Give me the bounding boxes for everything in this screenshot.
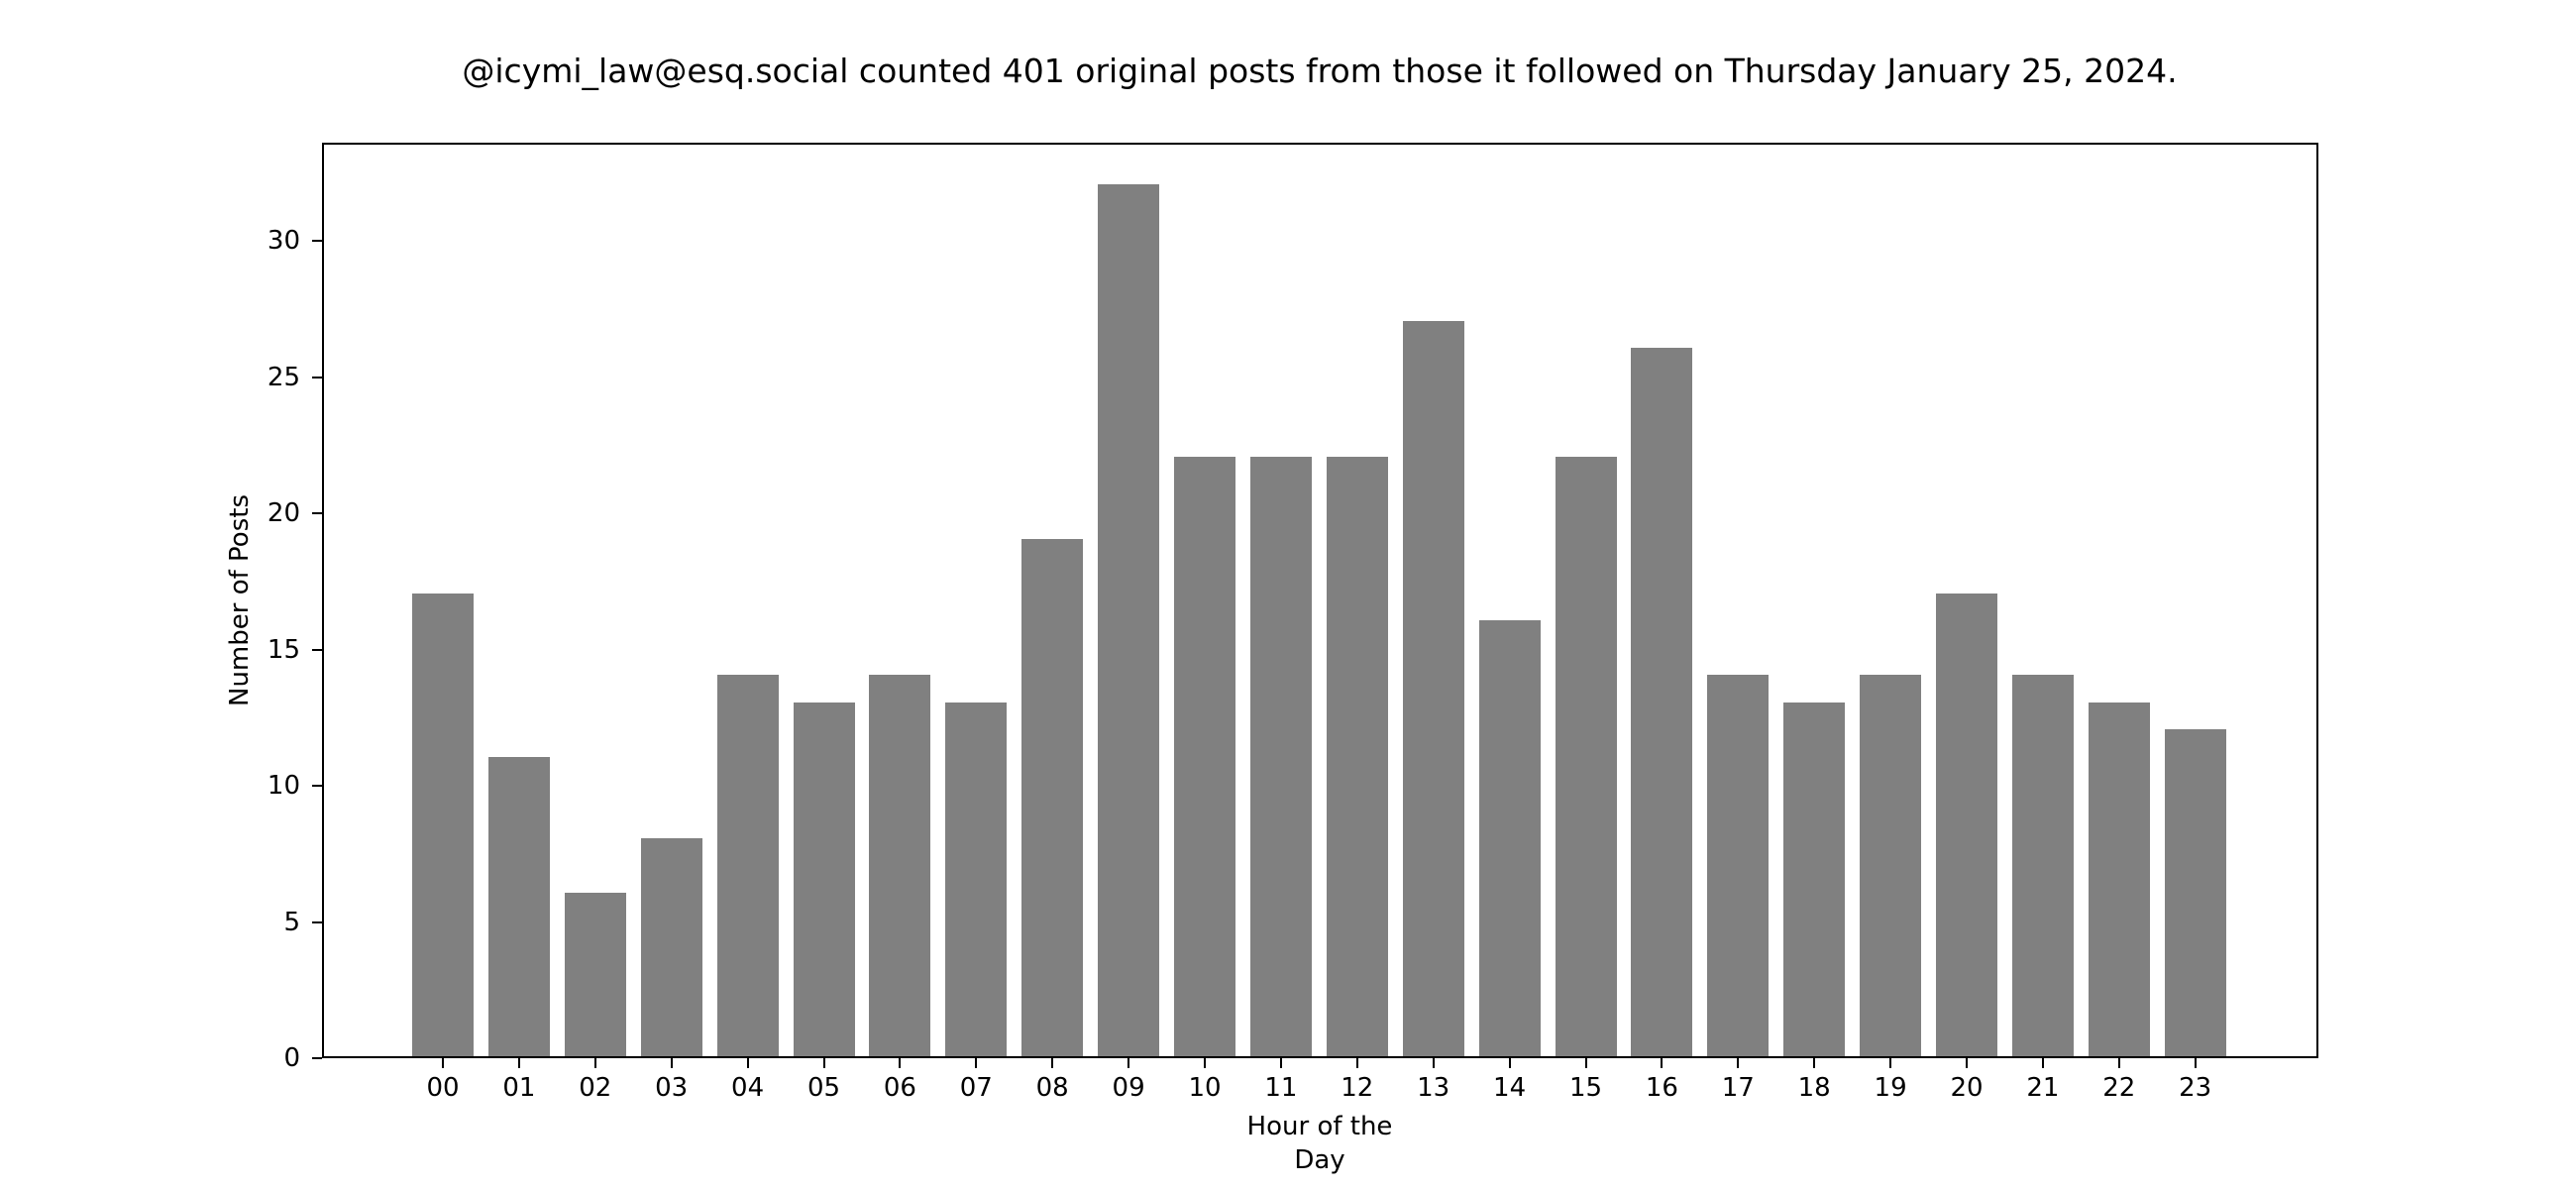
- x-tick-mark: [1127, 1058, 1130, 1068]
- x-tick-mark: [1889, 1058, 1892, 1068]
- x-tick-label: 05: [806, 1073, 841, 1103]
- x-tick-label: 14: [1493, 1073, 1527, 1103]
- y-tick-label: 0: [283, 1043, 300, 1073]
- x-tick-label: 01: [502, 1073, 536, 1103]
- y-axis-label: Number of Posts: [225, 494, 255, 706]
- x-tick-mark: [1737, 1058, 1740, 1068]
- y-tick-mark: [312, 785, 322, 787]
- bar-10: [1174, 457, 1235, 1056]
- bar-12: [1326, 457, 1388, 1056]
- bar-02: [564, 893, 626, 1056]
- x-tick-label: 16: [1645, 1073, 1678, 1103]
- x-tick-mark: [822, 1058, 825, 1068]
- plot-area: [322, 143, 2318, 1058]
- x-tick-mark: [1813, 1058, 1816, 1068]
- x-tick-label: 19: [1874, 1073, 1907, 1103]
- x-tick-mark: [670, 1058, 673, 1068]
- bar-05: [793, 702, 855, 1056]
- x-tick-mark: [1432, 1058, 1435, 1068]
- bar-20: [1936, 593, 1997, 1056]
- bar-22: [2088, 702, 2150, 1056]
- x-tick-label: 17: [1721, 1073, 1755, 1103]
- y-tick-label: 15: [267, 634, 300, 665]
- bar-00: [412, 593, 474, 1056]
- bar-09: [1098, 184, 1160, 1056]
- bar-15: [1555, 457, 1617, 1056]
- x-tick-mark: [2194, 1058, 2197, 1068]
- x-tick-mark: [1355, 1058, 1358, 1068]
- x-tick-mark: [2117, 1058, 2120, 1068]
- y-tick-label: 30: [267, 226, 300, 256]
- x-tick-mark: [1508, 1058, 1511, 1068]
- y-tick-mark: [312, 1057, 322, 1059]
- bar-23: [2164, 729, 2226, 1056]
- bar-07: [945, 702, 1008, 1056]
- x-tick-mark: [2041, 1058, 2044, 1068]
- x-tick-label: 18: [1797, 1073, 1831, 1103]
- bar-04: [716, 675, 779, 1056]
- x-tick-label: 03: [655, 1073, 689, 1103]
- x-tick-label: 12: [1341, 1073, 1374, 1103]
- bar-01: [487, 756, 550, 1056]
- x-tick-label: 04: [731, 1073, 765, 1103]
- bar-03: [640, 838, 702, 1056]
- bar-17: [1707, 675, 1770, 1056]
- x-tick-mark: [1661, 1058, 1664, 1068]
- x-tick-label: 22: [2102, 1073, 2136, 1103]
- bar-18: [1783, 702, 1846, 1056]
- x-tick-label: 23: [2179, 1073, 2212, 1103]
- bar-11: [1249, 457, 1312, 1056]
- x-tick-mark: [1584, 1058, 1587, 1068]
- x-tick-mark: [1051, 1058, 1054, 1068]
- x-tick-label: 08: [1035, 1073, 1069, 1103]
- x-tick-label: 13: [1417, 1073, 1450, 1103]
- x-tick-mark: [899, 1058, 902, 1068]
- x-tick-label: 09: [1112, 1073, 1145, 1103]
- y-tick-mark: [312, 512, 322, 514]
- x-tick-mark: [1204, 1058, 1206, 1068]
- y-tick-mark: [312, 648, 322, 651]
- x-tick-label: 15: [1568, 1073, 1603, 1103]
- bar-21: [2011, 675, 2074, 1056]
- y-tick-label: 5: [283, 907, 300, 937]
- bar-08: [1021, 538, 1084, 1056]
- x-tick-label: 10: [1188, 1073, 1222, 1103]
- x-tick-label: 06: [883, 1073, 916, 1103]
- y-tick-mark: [312, 376, 322, 378]
- x-tick-label: 11: [1264, 1073, 1298, 1103]
- x-tick-label: 07: [959, 1073, 993, 1103]
- y-tick-mark: [312, 920, 322, 923]
- x-tick-label: 20: [1950, 1073, 1984, 1103]
- bar-13: [1402, 320, 1464, 1056]
- x-tick-label: 02: [579, 1073, 612, 1103]
- x-axis-label: Hour of the Day: [1246, 1112, 1393, 1175]
- bar-19: [1860, 675, 1922, 1056]
- x-tick-label: 21: [2026, 1073, 2060, 1103]
- bar-06: [869, 675, 931, 1056]
- x-tick-mark: [975, 1058, 978, 1068]
- y-tick-mark: [312, 240, 322, 242]
- x-tick-mark: [746, 1058, 749, 1068]
- chart-title: @icymi_law@esq.social counted 401 origin…: [462, 52, 2178, 90]
- bar-16: [1631, 348, 1693, 1056]
- x-tick-mark: [1966, 1058, 1968, 1068]
- x-tick-mark: [593, 1058, 596, 1068]
- y-tick-label: 20: [267, 498, 300, 528]
- y-tick-label: 10: [267, 771, 300, 801]
- x-tick-mark: [517, 1058, 520, 1068]
- x-tick-mark: [1279, 1058, 1282, 1068]
- x-tick-label: 00: [426, 1073, 460, 1103]
- bar-14: [1478, 620, 1541, 1056]
- y-tick-label: 25: [267, 362, 300, 392]
- x-tick-mark: [442, 1058, 444, 1068]
